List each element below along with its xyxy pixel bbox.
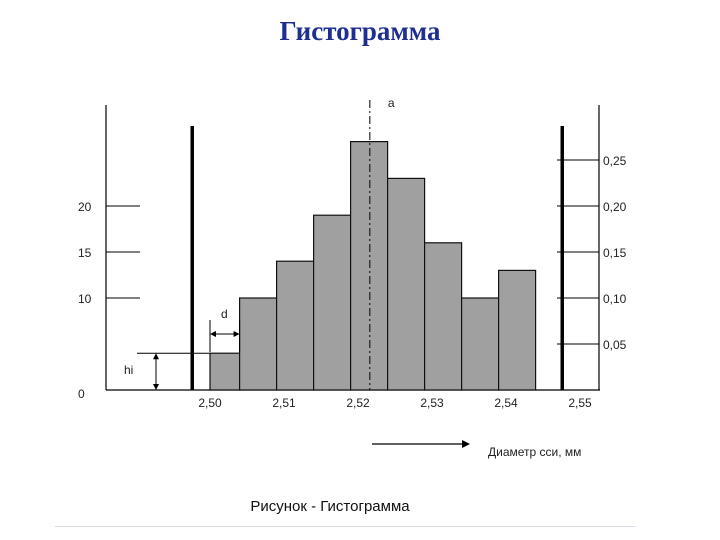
x-axis-title: Диаметр сси, мм: [488, 445, 581, 459]
histogram-bar-2: [239, 297, 278, 391]
histogram-bars: [209, 141, 537, 391]
figure-caption: Рисунок - Гистограмма: [250, 498, 410, 515]
bin-width-label: d: [221, 307, 228, 321]
x-direction-arrowhead: [462, 440, 470, 448]
x-tick-label: 2,54: [494, 396, 518, 410]
histogram-bar-8: [461, 297, 500, 391]
bottom-divider: [55, 526, 635, 527]
histogram-bar-9: [498, 269, 537, 391]
bin-width-arrowhead-right: [233, 331, 240, 337]
axis-ticks: 0 10 15 20 0,05 0,10 0,15 0,20 0,25 2,50 2,51 2,52 2…: [78, 154, 627, 410]
slide-title: Гистограмма: [279, 16, 441, 46]
x-tick-label: 2,52: [346, 396, 370, 410]
frequency-arrowhead-bottom: [153, 384, 159, 390]
bin-width-arrowhead-left: [210, 331, 216, 337]
x-tick-label: 2,55: [568, 396, 592, 410]
histogram-bar-1: [209, 352, 241, 391]
frequency-label: hi: [124, 363, 133, 377]
histogram-bar-5: [350, 141, 389, 391]
x-tick-label: 2,51: [272, 396, 296, 410]
right-tick-label: 0,15: [603, 246, 627, 260]
x-tick-label: 2,50: [198, 396, 222, 410]
left-tick-label: 0: [78, 387, 85, 401]
x-tick-label: 2,53: [420, 396, 444, 410]
chart-annotations: a d hi Диаметр сси, мм: [124, 96, 581, 459]
center-line-label: a: [388, 96, 395, 110]
right-tick-label: 0,20: [603, 200, 627, 214]
chart-guides: [190, 100, 564, 390]
left-tick-label: 20: [78, 200, 92, 214]
right-tick-label: 0,10: [603, 292, 627, 306]
frequency-arrowhead-top: [153, 353, 159, 360]
histogram-bar-6: [387, 177, 426, 391]
left-tick-label: 15: [78, 246, 92, 260]
right-tick-label: 0,25: [603, 154, 627, 168]
histogram-bar-3: [276, 260, 315, 391]
right-tick-label: 0,05: [603, 338, 627, 352]
left-tick-label: 10: [78, 292, 92, 306]
histogram-bar-4: [313, 214, 352, 391]
histogram-bar-7: [424, 242, 463, 391]
